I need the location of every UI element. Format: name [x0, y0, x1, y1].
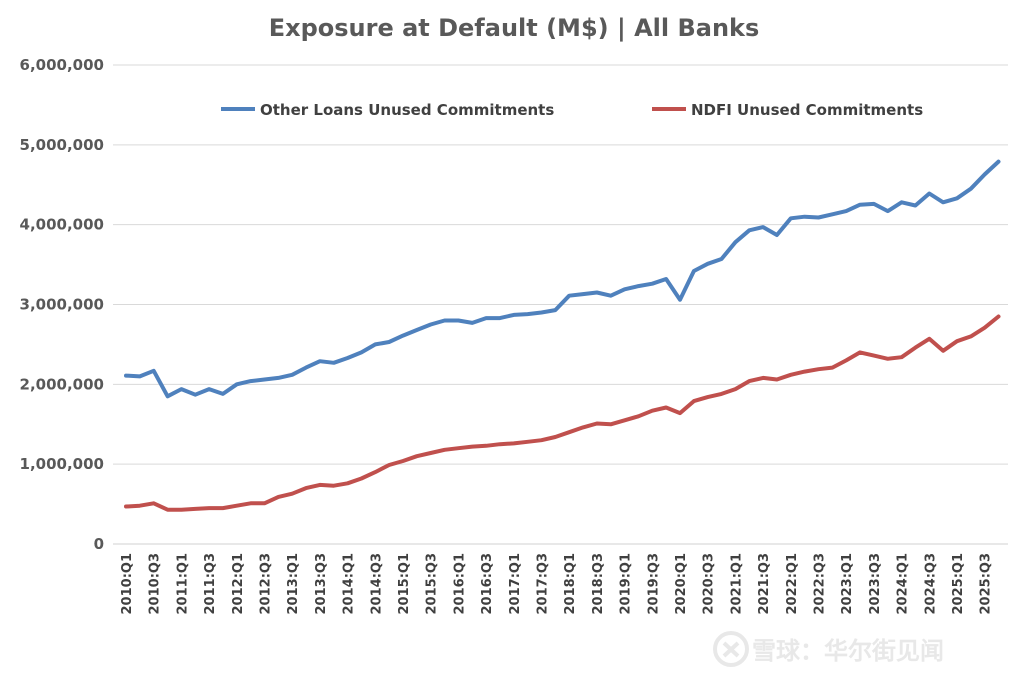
- x-tick-label: 2019:Q1: [619, 553, 634, 614]
- y-tick-label: 3,000,000: [20, 296, 104, 314]
- x-tick-label: 2016:Q1: [452, 553, 467, 614]
- x-tick-label: 2012:Q3: [259, 553, 274, 614]
- x-tick-label: 2024:Q3: [923, 553, 938, 614]
- x-tick-label: 2015:Q1: [397, 553, 412, 614]
- x-tick-label: 2020:Q3: [702, 553, 717, 614]
- x-tick-label: 2023:Q3: [868, 553, 883, 614]
- x-tick-label: 2023:Q1: [840, 553, 855, 614]
- x-tick-label: 2010:Q3: [148, 553, 163, 614]
- x-tick-label: 2012:Q1: [231, 553, 246, 614]
- x-tick-label: 2025:Q3: [979, 553, 994, 614]
- x-tick-label: 2025:Q1: [951, 553, 966, 614]
- watermark-logo-icon: [713, 631, 749, 667]
- chart-title: Exposure at Default (M$) | All Banks: [269, 14, 760, 42]
- series-line-ndfi: [124, 314, 1001, 512]
- y-tick-label: 0: [94, 535, 104, 553]
- series-lines: [124, 159, 1001, 512]
- x-tick-label: 2024:Q1: [896, 553, 911, 614]
- x-tick-label: 2018:Q3: [591, 553, 606, 614]
- x-tick-label: 2022:Q3: [813, 553, 828, 614]
- legend: Other Loans Unused Commitments NDFI Unuse…: [221, 101, 923, 119]
- y-tick-label: 1,000,000: [20, 455, 104, 473]
- x-tick-label: 2015:Q3: [425, 553, 440, 614]
- x-tick-label: 2010:Q1: [120, 553, 135, 614]
- x-tick-label: 2017:Q1: [508, 553, 523, 614]
- x-tick-label: 2020:Q1: [674, 553, 689, 614]
- y-tick-label: 4,000,000: [20, 216, 104, 234]
- y-tick-label: 5,000,000: [20, 136, 104, 154]
- x-tick-label: 2013:Q3: [314, 553, 329, 614]
- watermark-text: 雪球：华尔街见闻: [752, 637, 944, 665]
- x-tick-label: 2014:Q3: [369, 553, 384, 614]
- x-tick-label: 2013:Q1: [286, 553, 301, 614]
- x-tick-label: 2011:Q3: [203, 553, 218, 614]
- x-tick-label: 2021:Q1: [729, 553, 744, 614]
- gridlines: [113, 64, 1008, 545]
- x-tick-label: 2011:Q1: [175, 553, 190, 614]
- x-tick-label: 2022:Q1: [785, 553, 800, 614]
- x-tick-label: 2014:Q1: [342, 553, 357, 614]
- watermark-logo-mark-icon: [722, 641, 740, 658]
- y-tick-label: 2,000,000: [20, 375, 104, 393]
- x-tick-label: 2016:Q3: [480, 553, 495, 614]
- series-line-other-loans: [124, 159, 1001, 399]
- legend-label: Other Loans Unused Commitments: [260, 101, 554, 119]
- legend-label: NDFI Unused Commitments: [691, 101, 923, 119]
- x-axis-tick-labels: 2010:Q1 2010:Q3 2011:Q1 2011:Q3 2012:Q1 2012:…: [120, 553, 994, 614]
- x-tick-label: 2017:Q3: [536, 553, 551, 614]
- x-tick-label: 2018:Q1: [563, 553, 578, 614]
- y-tick-label: 6,000,000: [20, 56, 104, 74]
- watermark: 雪球：华尔街见闻: [713, 631, 944, 667]
- x-tick-label: 2019:Q3: [646, 553, 661, 614]
- y-axis-tick-labels: 0 1,000,000 2,000,000 3,000,000 4,000,000 5,0…: [20, 56, 104, 553]
- x-tick-label: 2021:Q3: [757, 553, 772, 614]
